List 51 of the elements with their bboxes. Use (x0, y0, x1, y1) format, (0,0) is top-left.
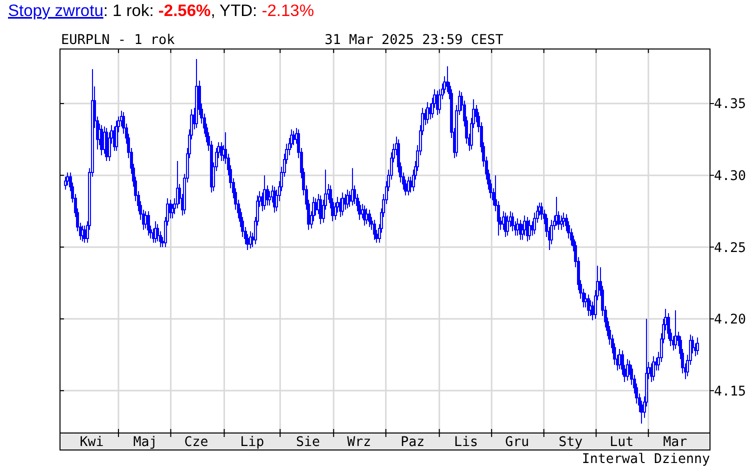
candlestick (373, 219, 376, 240)
x-tick-label: Lut (610, 435, 634, 450)
candlestick (528, 219, 531, 240)
candlestick (540, 202, 543, 220)
candlestick (348, 190, 351, 208)
x-tick-label: Sty (558, 435, 583, 450)
candlestick (144, 210, 147, 229)
candlestick (341, 192, 344, 216)
chart-title: EURPLN - 1 rok (61, 32, 175, 48)
x-tick-label: Paz (400, 435, 425, 450)
candlestick (562, 212, 565, 228)
y-tick-label: 4.25 (714, 240, 746, 256)
x-tick-label: Lis (454, 435, 478, 450)
y-tick-label: 4.35 (714, 97, 746, 112)
candlestick (652, 356, 655, 382)
y-tick-label: 4.20 (714, 312, 746, 328)
candlestick (263, 174, 266, 210)
x-tick-label: Wrz (347, 435, 372, 450)
candlestick (100, 124, 103, 156)
candlestick (516, 218, 519, 236)
candlestick (506, 215, 509, 236)
candlestick (696, 337, 699, 356)
x-tick-label: Sie (296, 435, 320, 450)
y-tick-label: 4.15 (714, 384, 746, 400)
x-tick-label: Lip (240, 435, 264, 450)
text: Interwal Dzienny (582, 452, 710, 466)
candlestick (66, 172, 69, 186)
candlestick (319, 194, 322, 225)
candlestick (147, 210, 150, 236)
x-tick-label: Kwi (80, 435, 104, 450)
y-tick-label: 4.30 (714, 168, 746, 184)
candlestick (560, 215, 563, 230)
candlestick (426, 102, 429, 124)
candlestick (64, 176, 67, 190)
x-tick-label: Cze (184, 435, 208, 450)
candlestick (674, 310, 677, 350)
text: Stopy zwrotu: 1 rok: -2.56%, YTD: -2.13% (8, 2, 314, 20)
candlestick (511, 212, 514, 232)
candlestick (618, 348, 621, 370)
candlestick (368, 209, 371, 228)
chart-subtitle: 31 Mar 2025 23:59 CEST (324, 32, 504, 48)
x-tick-label: Gru (505, 435, 530, 450)
candlestick (365, 208, 368, 225)
x-tick-label: Maj (133, 435, 158, 450)
x-tick-label: Mar (663, 435, 688, 450)
candlestick (409, 176, 412, 194)
candlestick (292, 130, 295, 146)
candlestick (523, 215, 526, 236)
candlestick (115, 120, 118, 152)
candlestick (584, 292, 587, 308)
candlestick (83, 225, 86, 244)
